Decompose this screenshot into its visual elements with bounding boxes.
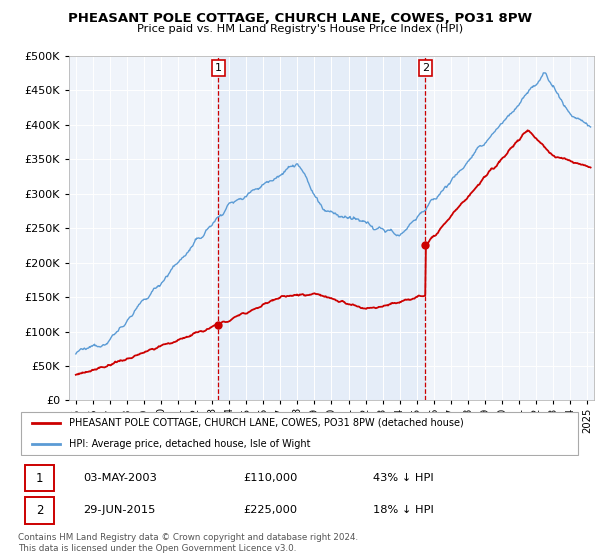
Text: Contains HM Land Registry data © Crown copyright and database right 2024.
This d: Contains HM Land Registry data © Crown c…	[18, 533, 358, 553]
Text: 2: 2	[35, 504, 43, 517]
Text: £110,000: £110,000	[244, 473, 298, 483]
FancyBboxPatch shape	[25, 497, 54, 524]
FancyBboxPatch shape	[25, 465, 54, 492]
Text: PHEASANT POLE COTTAGE, CHURCH LANE, COWES, PO31 8PW (detached house): PHEASANT POLE COTTAGE, CHURCH LANE, COWE…	[69, 418, 464, 428]
Text: £225,000: £225,000	[244, 505, 298, 515]
Text: PHEASANT POLE COTTAGE, CHURCH LANE, COWES, PO31 8PW: PHEASANT POLE COTTAGE, CHURCH LANE, COWE…	[68, 12, 532, 25]
Text: 43% ↓ HPI: 43% ↓ HPI	[373, 473, 434, 483]
Text: 1: 1	[215, 63, 222, 73]
Text: 2: 2	[422, 63, 429, 73]
Text: 03-MAY-2003: 03-MAY-2003	[83, 473, 157, 483]
Text: 1: 1	[35, 472, 43, 484]
Text: HPI: Average price, detached house, Isle of Wight: HPI: Average price, detached house, Isle…	[69, 439, 310, 449]
Bar	[218, 56, 425, 400]
FancyBboxPatch shape	[21, 412, 578, 455]
Text: 29-JUN-2015: 29-JUN-2015	[83, 505, 155, 515]
Text: 18% ↓ HPI: 18% ↓ HPI	[373, 505, 434, 515]
Text: Price paid vs. HM Land Registry's House Price Index (HPI): Price paid vs. HM Land Registry's House …	[137, 24, 463, 34]
